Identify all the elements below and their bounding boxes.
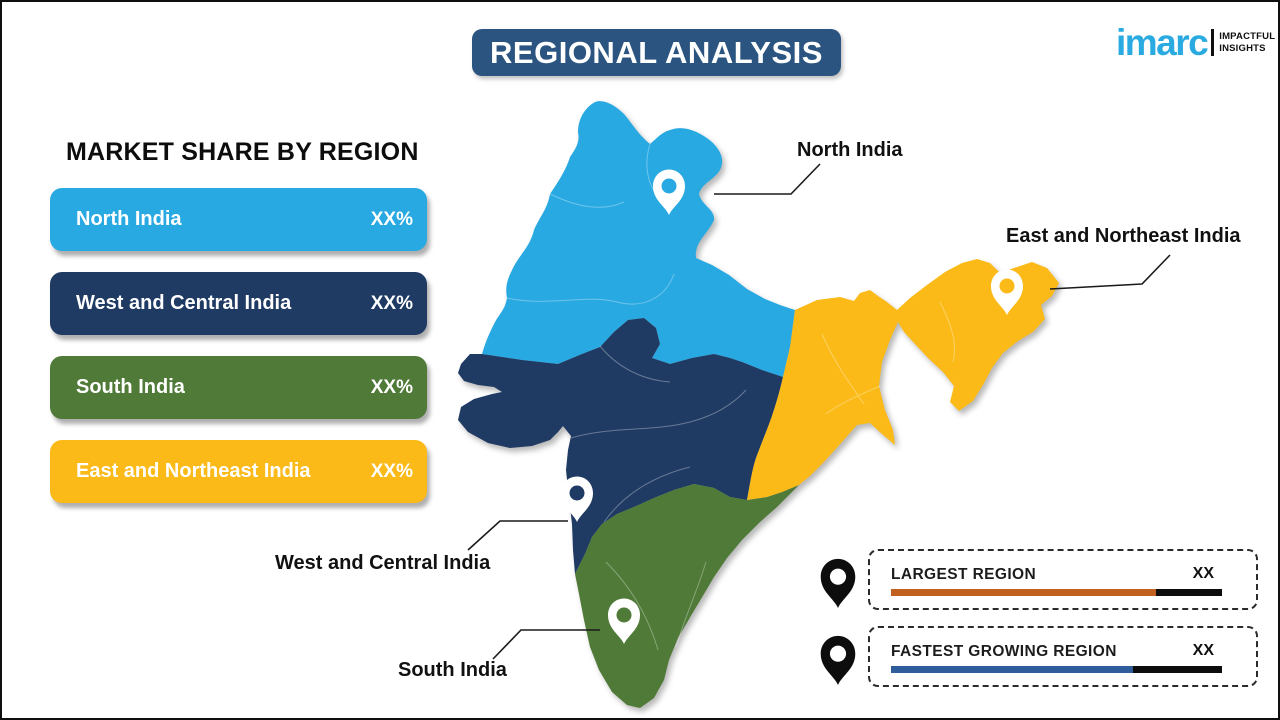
- pin-west-central-india: [561, 476, 593, 522]
- largest-region-pin-icon: [820, 558, 856, 608]
- map-label-west-central-india: West and Central India: [275, 552, 491, 574]
- page-title: REGIONAL ANALYSIS: [490, 34, 823, 70]
- largest-region-bar: [891, 589, 1222, 596]
- legend-value: XX%: [370, 376, 413, 398]
- map-label-north-india: North India: [797, 139, 903, 161]
- legend-value: XX%: [370, 208, 413, 230]
- region-south-india: [575, 484, 799, 708]
- region-east-northeast-india: [747, 259, 1059, 500]
- region-north-india: [482, 101, 795, 378]
- state-border-lines: [506, 143, 956, 651]
- pin-south-india: [608, 598, 640, 644]
- legend-bar-west-central-india: West and Central India XX%: [50, 272, 427, 335]
- map-label-south-india: South India: [398, 659, 507, 681]
- fastest-growing-region-value: XX: [1192, 642, 1214, 659]
- callout-line-south-india: [492, 629, 600, 660]
- legend-value: XX%: [370, 460, 413, 482]
- fastest-growing-region-pin-icon: [820, 635, 856, 685]
- legend-label: West and Central India: [76, 292, 292, 314]
- pin-north-india: [653, 169, 685, 215]
- logo-divider: [1211, 29, 1215, 56]
- legend-label: South India: [76, 376, 185, 398]
- title-banner: REGIONAL ANALYSIS: [472, 29, 841, 76]
- callout-lines: [467, 163, 1171, 660]
- map-pins: [561, 169, 1023, 685]
- fastest-growing-region-box: FASTEST GROWING REGION XX: [868, 626, 1258, 687]
- logo-brand-text: imarc: [1116, 22, 1209, 63]
- callout-line-north-india: [714, 163, 821, 195]
- fastest-growing-region-bar: [891, 666, 1222, 673]
- legend-bar-north-india: North India XX%: [50, 188, 427, 251]
- largest-region-box: LARGEST REGION XX: [868, 549, 1258, 610]
- callout-line-west-central-india: [467, 520, 568, 551]
- legend-value: XX%: [370, 292, 413, 314]
- map-regions: [458, 101, 1059, 708]
- fastest-growing-region-bar-fill: [891, 666, 1133, 673]
- legend-label: North India: [76, 208, 182, 230]
- logo-tagline: IMPACTFUL INSIGHTS: [1219, 31, 1276, 54]
- legend-bar-east-northeast-india: East and Northeast India XX%: [50, 440, 427, 503]
- largest-region-label: LARGEST REGION: [891, 566, 1037, 583]
- largest-region-value: XX: [1192, 565, 1214, 582]
- largest-region-bar-fill: [891, 589, 1156, 596]
- map-label-east-northeast-india: East and Northeast India: [1006, 225, 1241, 247]
- imarc-logo: imarc IMPACTFUL INSIGHTS: [1116, 24, 1275, 61]
- market-share-heading: MARKET SHARE BY REGION: [66, 138, 419, 166]
- region-west-central-india: [458, 318, 783, 574]
- legend-bar-south-india: South India XX%: [50, 356, 427, 419]
- pin-east-northeast-india: [991, 269, 1023, 315]
- legend-label: East and Northeast India: [76, 460, 311, 482]
- fastest-growing-region-label: FASTEST GROWING REGION: [891, 643, 1117, 660]
- callout-line-east-northeast-india: [1049, 254, 1171, 290]
